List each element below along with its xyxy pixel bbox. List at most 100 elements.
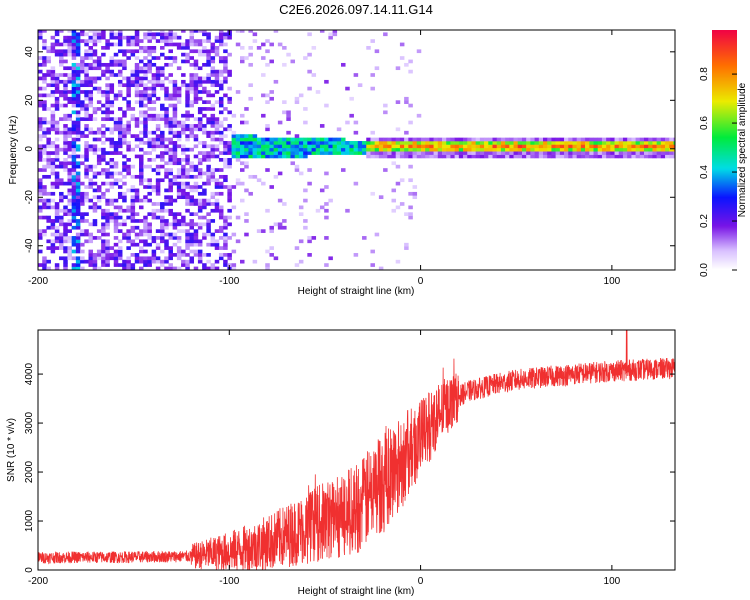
spectrogram-cell xyxy=(261,151,266,155)
spectrogram-cell xyxy=(168,202,173,206)
spectrogram-cell xyxy=(88,168,94,172)
spectrogram-cell xyxy=(109,202,115,206)
spectrogram-cell xyxy=(185,229,190,233)
spectrogram-cell xyxy=(46,161,51,166)
spectrogram-cell xyxy=(168,49,173,54)
spectrogram-cell xyxy=(231,147,237,152)
spectrogram-cell xyxy=(218,124,224,128)
spectrogram-cell xyxy=(206,198,211,203)
spectrogram-cell xyxy=(227,144,232,149)
spectrogram-cell xyxy=(627,137,632,142)
spectrogram-cell xyxy=(261,73,266,77)
spectrogram-cell xyxy=(75,86,81,91)
spectrogram-cell xyxy=(109,137,115,142)
spectrogram-cell xyxy=(151,259,157,264)
colorbar-strip xyxy=(712,72,737,75)
spectrogram-cell xyxy=(151,137,157,142)
spectrogram-cell xyxy=(88,90,94,94)
spectrogram-cell xyxy=(610,151,615,155)
spectrogram-cell xyxy=(172,134,178,138)
spectrogram-cell xyxy=(143,219,148,223)
spectrogram-cell xyxy=(42,56,47,60)
spectrogram-cell xyxy=(80,69,85,74)
spectrogram-cell xyxy=(265,62,270,67)
spectrogram-cell xyxy=(42,198,47,203)
spectrogram-cell xyxy=(484,147,489,152)
spectrogram-cell xyxy=(113,141,119,145)
spectrogram-cell xyxy=(193,222,199,227)
spectrogram-cell xyxy=(265,151,270,155)
spectrogram-cell xyxy=(660,147,666,152)
spectrogram-cell xyxy=(50,185,56,189)
spectrogram-cell xyxy=(530,147,535,152)
spectrogram-cell xyxy=(206,164,211,169)
spectrogram-cell xyxy=(92,219,98,223)
spectrogram-cell xyxy=(214,242,220,247)
spectrogram-cell xyxy=(181,222,186,227)
spectrogram-cell xyxy=(71,124,77,128)
spectrogram-cell xyxy=(193,232,199,237)
spectrogram-cell xyxy=(42,117,47,121)
spectrogram-cell xyxy=(273,79,279,84)
colorbar-strip xyxy=(712,60,737,63)
spectrogram-cell xyxy=(75,222,81,227)
spectrogram-cell xyxy=(59,42,64,47)
spectrogram-cell xyxy=(54,103,60,108)
spectrogram-cell xyxy=(656,137,662,142)
spectrogram-cell xyxy=(147,151,152,155)
spectrogram-cell xyxy=(395,154,401,159)
spectrogram-cell xyxy=(606,147,611,152)
spectrogram-cell xyxy=(240,259,245,264)
spectrogram-cell xyxy=(408,103,413,108)
spectrogram-cell xyxy=(408,141,413,145)
spectrogram-cell xyxy=(75,69,81,74)
colorbar-strip xyxy=(712,116,737,119)
spectrogram-cell xyxy=(210,73,216,77)
spectrogram-cell xyxy=(151,249,157,254)
spectrogram-cell xyxy=(244,154,249,159)
spectrogram-cell xyxy=(50,141,56,145)
spectrogram-cell xyxy=(50,73,56,77)
spectrogram-cell xyxy=(134,100,140,104)
spectrogram-cell xyxy=(143,83,148,88)
spectrogram-cell xyxy=(395,181,401,186)
spectrogram-cell xyxy=(189,212,195,216)
spectrogram-cell xyxy=(181,120,186,125)
spectrogram-cell xyxy=(614,137,620,142)
spectrogram-cell xyxy=(652,144,657,149)
spectrogram-cell xyxy=(54,202,60,206)
spectrogram-cell xyxy=(593,151,599,155)
spectrogram-cell xyxy=(172,198,178,203)
spectrogram-cell xyxy=(176,90,182,94)
spectrogram-cell xyxy=(282,46,287,50)
spectrogram-cell xyxy=(38,178,43,183)
spectrogram-cell xyxy=(96,86,102,91)
spectrogram-cell xyxy=(189,35,195,40)
spectrogram-cell xyxy=(210,266,216,270)
spectrogram-cell xyxy=(513,144,519,149)
spectrogram-cell xyxy=(126,215,131,220)
spectrogram-cell xyxy=(235,141,241,145)
spectrogram-cell xyxy=(206,151,211,155)
spectrogram-cell xyxy=(113,93,119,98)
spectrogram-cell xyxy=(660,144,666,149)
spectrogram-cell xyxy=(134,124,140,128)
spectrogram-cell xyxy=(492,137,498,142)
spectrogram-cell xyxy=(408,212,413,216)
spectrogram-cell xyxy=(126,259,131,264)
spectrogram-cell xyxy=(134,253,140,257)
spectrogram-cell xyxy=(669,147,674,152)
y-tick-label: 0 xyxy=(24,146,35,152)
spectrogram-cell xyxy=(101,168,106,172)
colorbar-tick-label: 0.0 xyxy=(699,263,710,277)
colorbar-strip xyxy=(712,262,737,265)
spectrogram-cell xyxy=(134,56,140,60)
spectrogram-cell xyxy=(92,32,98,37)
colorbar-strip xyxy=(712,154,737,157)
spectrogram-cell xyxy=(210,232,216,237)
spectrogram-cell xyxy=(67,161,72,166)
spectrogram-cell xyxy=(46,144,51,149)
spectrogram-cell xyxy=(341,151,346,155)
spectrogram-cell xyxy=(67,249,72,254)
spectrogram-cell xyxy=(374,137,380,142)
